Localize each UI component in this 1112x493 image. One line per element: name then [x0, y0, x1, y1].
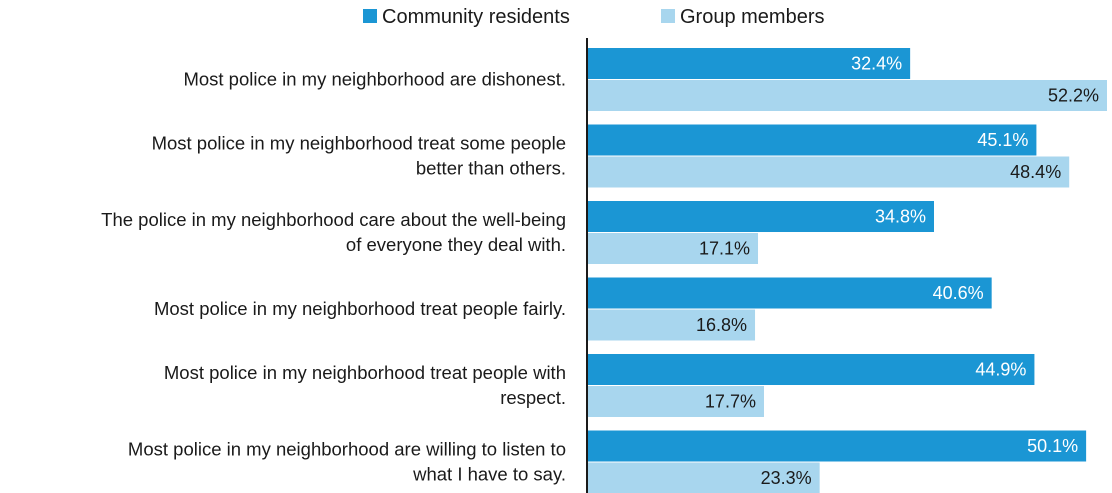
bar-community-residents: [588, 354, 1035, 385]
category-labels: Most police in my neighborhood are disho…: [101, 69, 566, 485]
bar-value-label: 17.7%: [705, 392, 756, 412]
category-label: Most police in my neighborhood treat som…: [152, 133, 566, 179]
legend-swatch-community-residents: [363, 9, 377, 23]
bar-value-label: 34.8%: [875, 207, 926, 227]
bar-group-members: [588, 233, 759, 264]
bar-value-label: 50.1%: [1027, 436, 1078, 456]
bar-value-label: 52.2%: [1048, 86, 1099, 106]
category-label: Most police in my neighborhood treat peo…: [154, 298, 566, 319]
bar-community-residents: [588, 430, 1087, 462]
category-label: The police in my neighborhood care about…: [101, 209, 566, 255]
bar-group-members: [588, 309, 756, 341]
bar-community-residents: [588, 277, 992, 309]
bar-group-members: [588, 156, 1070, 188]
bars-group: 32.4% 52.2% 45.1% 48.4% 34.8% 17.1% 40.6% 16.8%…: [588, 48, 1107, 493]
bar-value-label: 17.1%: [699, 239, 750, 259]
bar-value-label: 44.9%: [975, 360, 1026, 380]
bar-community-residents: [588, 48, 911, 79]
bar-value-label: 23.3%: [761, 468, 812, 488]
bar-value-label: 48.4%: [1010, 162, 1061, 182]
category-label: Most police in my neighborhood treat peo…: [164, 362, 566, 408]
category-label: Most police in my neighborhood are willi…: [128, 439, 566, 485]
bar-value-label: 32.4%: [851, 54, 902, 74]
legend-swatch-group-members: [661, 9, 675, 23]
bar-community-residents: [588, 124, 1037, 156]
category-label: Most police in my neighborhood are disho…: [183, 69, 566, 90]
legend-label: Group members: [680, 6, 825, 28]
legend-label: Community residents: [382, 6, 570, 28]
bar-community-residents: [588, 201, 934, 232]
bar-group-members: [588, 80, 1107, 111]
bar-value-label: 40.6%: [933, 283, 984, 303]
bar-value-label: 45.1%: [977, 130, 1028, 150]
bar-value-label: 16.8%: [696, 315, 747, 335]
bar-group-members: [588, 462, 820, 493]
bar-group-members: [588, 386, 764, 417]
legend: Community residents Group members: [363, 6, 825, 28]
